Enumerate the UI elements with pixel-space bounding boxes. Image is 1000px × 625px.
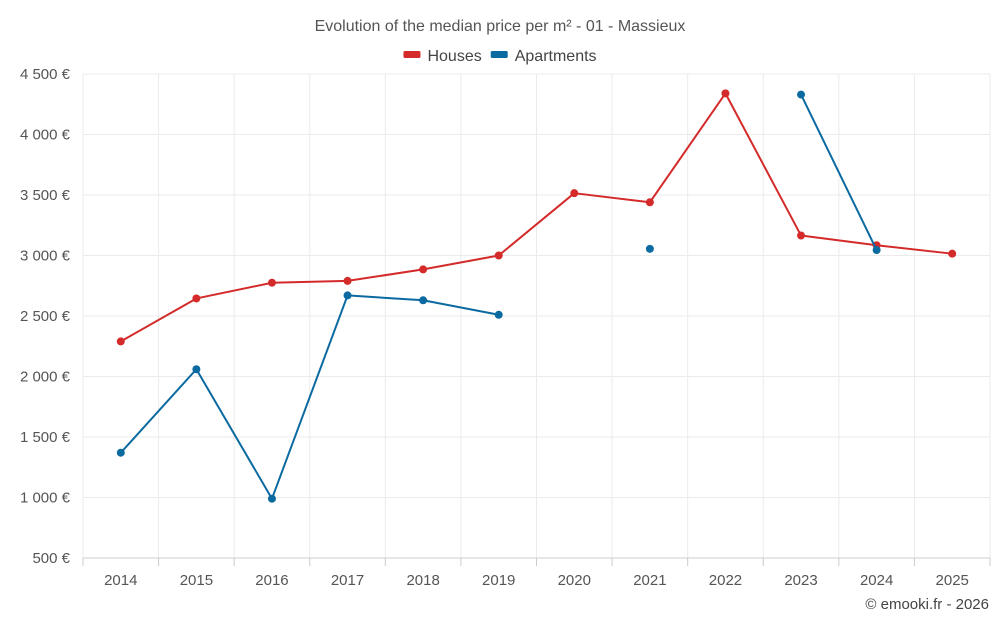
y-tick-label: 2 000 €: [20, 369, 71, 386]
legend: Houses Apartments: [403, 48, 597, 65]
series-apartments: [116, 90, 881, 503]
houses-point[interactable]: [645, 198, 654, 207]
series-group: [116, 89, 957, 503]
houses-point[interactable]: [948, 249, 957, 258]
credit-text: © emooki.fr - 2026: [865, 596, 989, 613]
apartments-point[interactable]: [116, 448, 125, 457]
apartments-point[interactable]: [872, 246, 881, 255]
y-tick-label: 1 000 €: [20, 490, 71, 507]
legend-item-apartments[interactable]: Apartments: [490, 48, 597, 65]
y-tick-label: 4 500 €: [20, 66, 71, 83]
houses-point[interactable]: [570, 189, 579, 198]
apartments-point[interactable]: [267, 494, 276, 503]
x-tick-label: 2019: [482, 572, 515, 589]
houses-point[interactable]: [419, 265, 428, 274]
legend-swatch: [403, 51, 421, 58]
x-tick-label: 2024: [860, 572, 893, 589]
apartments-point[interactable]: [343, 291, 352, 300]
grid: [82, 73, 991, 558]
apartments-point[interactable]: [419, 296, 428, 305]
x-tick-label: 2018: [406, 572, 439, 589]
y-tick-label: 500 €: [32, 550, 70, 567]
legend-swatch: [490, 51, 508, 58]
series-houses: [116, 89, 957, 346]
x-tick-label: 2020: [558, 572, 591, 589]
apartments-point[interactable]: [797, 90, 806, 99]
houses-point[interactable]: [343, 276, 352, 285]
legend-label: Apartments: [515, 48, 597, 65]
y-tick-label: 2 500 €: [20, 308, 71, 325]
x-tick-label: 2023: [784, 572, 817, 589]
x-tick-label: 2017: [331, 572, 364, 589]
houses-point[interactable]: [494, 251, 503, 260]
x-tick-label: 2021: [633, 572, 666, 589]
houses-point[interactable]: [267, 278, 276, 287]
apartments-line: [800, 94, 878, 251]
apartments-point[interactable]: [494, 310, 503, 319]
apartments-line: [120, 294, 499, 500]
chart-title: Evolution of the median price per m² - 0…: [315, 18, 686, 35]
y-tick-label: 3 000 €: [20, 248, 71, 265]
apartments-point[interactable]: [645, 244, 654, 253]
houses-point[interactable]: [116, 337, 125, 346]
legend-item-houses[interactable]: Houses: [403, 48, 482, 65]
x-tick-label: 2022: [709, 572, 742, 589]
y-tick-label: 3 500 €: [20, 187, 71, 204]
x-tick-label: 2014: [104, 572, 137, 589]
y-tick-label: 4 000 €: [20, 127, 71, 144]
x-tick-label: 2016: [255, 572, 288, 589]
houses-point[interactable]: [721, 89, 730, 98]
apartments-point[interactable]: [192, 365, 201, 374]
houses-point[interactable]: [192, 294, 201, 303]
x-tick-label: 2025: [936, 572, 969, 589]
legend-label: Houses: [427, 48, 481, 65]
x-tick-label: 2015: [180, 572, 213, 589]
houses-point[interactable]: [797, 231, 806, 240]
houses-line: [120, 92, 953, 343]
y-tick-label: 1 500 €: [20, 429, 71, 446]
axes: 500 € 1 000 € 1 500 € 2 000 € 2 500 € 3 000 €…: [20, 66, 991, 589]
